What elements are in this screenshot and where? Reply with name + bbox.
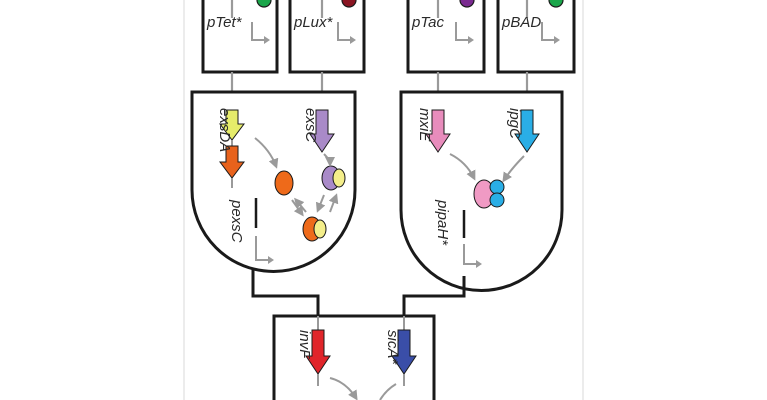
sensor-pbad: pBAD [496, 0, 576, 74]
mxie-pink-arrow [425, 109, 451, 153]
curve-arrow-ipgc-to-complex [502, 155, 525, 183]
bind-arrow-3 [315, 194, 326, 213]
yellow-protein-bound-orange [313, 219, 327, 239]
ptac-input-dot [459, 0, 475, 8]
invf-red-arrow [305, 329, 331, 375]
and-gate-right: mxiE ipgC pipaH* [399, 90, 564, 292]
wire-left-gate-to-invf [251, 268, 320, 320]
and-gate-left: exsDA exsC pexsC [190, 90, 357, 273]
pbad-label: pBAD [501, 14, 541, 31]
curve-arrow-invf-to-complex [329, 377, 358, 400]
orange-protein-free [274, 170, 294, 196]
curve-arrow-sica-to-complex [379, 383, 397, 400]
ptet-input-dot [256, 0, 272, 8]
pipah-label: pipaH* [434, 199, 451, 246]
plux-promoter-arrow-icon [337, 22, 352, 41]
bind-arrow-2 [294, 197, 307, 213]
plux-label: pLux* [293, 14, 334, 31]
sica-blue-arrow [391, 329, 417, 375]
and-gate-bottom: invF sicA* [272, 314, 436, 400]
pbad-promoter-arrow-icon [541, 22, 556, 41]
wire-right-gate-to-sica [402, 276, 466, 320]
exsc-label: exsC [302, 108, 319, 142]
ptac-label: pTac [411, 14, 444, 31]
pexsc-promoter-arrow-icon [255, 240, 270, 261]
exsda-label: exsDA [216, 108, 233, 152]
mxie-label: mxiE [416, 108, 433, 142]
ipgc-blue-arrow [514, 109, 540, 153]
ptac-promoter-arrow-icon [455, 22, 470, 41]
sensor-ptet: pTet* [201, 0, 279, 74]
curve-arrow-exsc-to-protein [323, 153, 335, 167]
ptet-promoter-arrow-icon [251, 22, 266, 41]
blue-protein-top [489, 179, 505, 195]
sensor-plux: pLux* [288, 0, 366, 74]
ptet-label: pTet* [206, 14, 243, 31]
exsda-orange-arrow [219, 145, 245, 179]
pexsc-label: pexsC [228, 199, 245, 243]
pbad-input-dot [548, 0, 564, 8]
pipah-promoter-arrow-icon [463, 244, 478, 265]
exsc-purple-arrow [309, 109, 335, 153]
invf-label: invF [296, 330, 313, 359]
ipgc-label: ipgC [506, 108, 523, 139]
plux-input-dot [341, 0, 357, 8]
sica-label: sicA* [384, 330, 401, 365]
exsda-yellow-arrow [219, 109, 245, 141]
curve-arrow-exsda-to-protein [254, 137, 279, 169]
yellow-protein-bound-purple [332, 168, 346, 188]
blue-protein-bottom [489, 192, 505, 208]
sensor-ptac: pTac [406, 0, 486, 74]
curve-arrow-mxie-to-complex [449, 153, 476, 181]
bind-arrow-4 [328, 193, 339, 213]
